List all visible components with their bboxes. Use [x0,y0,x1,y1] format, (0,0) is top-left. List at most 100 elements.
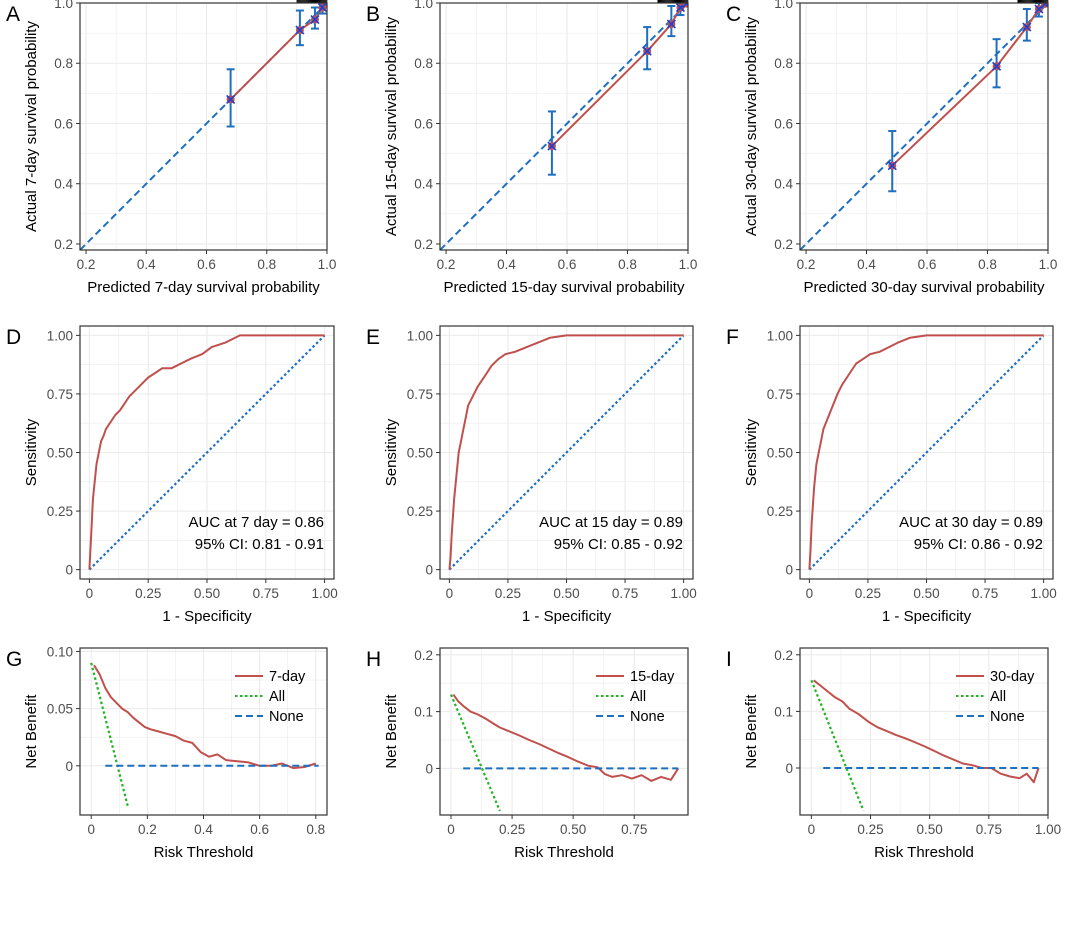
x-tick-label: 0.6 [558,257,577,272]
x-tick-label: 0.75 [612,586,638,601]
x-tick-label: 0 [87,822,95,837]
panel-letter: H [366,648,381,671]
x-tick-label: 0.8 [306,822,325,837]
x-tick-label: 0.75 [972,586,998,601]
x-tick-label: 0.4 [137,257,156,272]
series-reference [448,334,685,571]
y-tick-label: 0 [65,759,73,774]
plot-layer [80,3,327,250]
plot-layer [440,3,688,250]
x-tick-label: 0 [447,822,455,837]
y-tick-label: 0.25 [407,504,433,519]
observed-marker [666,19,676,29]
x-tick-label: 0.6 [197,257,216,272]
observed-marker [887,161,897,171]
y-tick-label: 0.1 [414,705,433,720]
observed-marker [320,3,327,9]
panel-letter: F [726,326,739,349]
y-tick-label: 0.50 [47,446,73,461]
auc-annotation: 95% CI: 0.81 - 0.91 [195,536,324,553]
series-15-day [452,694,680,782]
panel-letter: B [366,3,380,26]
auc-annotation: AUC at 30 day = 0.89 [899,514,1043,531]
y-tick-label: 0 [425,563,433,578]
observed-marker [681,3,688,9]
series-roc [808,334,1044,570]
observed-marker [1022,22,1032,32]
panel-h: H 0 0.25 0.50 0.75 0 0.1 0.2 Risk Threshold Net B… [366,647,689,861]
x-tick-label: 1.00 [670,586,696,601]
y-axis-title: Sensitivity [23,418,40,486]
plot-layer [449,694,680,812]
y-tick-label: 0.2 [414,237,433,252]
x-tick-label: 0.50 [913,586,939,601]
y-tick-label: 0.05 [47,702,73,717]
x-tick-label: 0.8 [978,257,997,272]
series-roc [88,334,325,570]
x-tick-label: 0.75 [621,822,647,837]
legend-label: 15-day [630,669,675,685]
y-axis-title: Net Benefit [743,694,760,769]
y-tick-label: 0.6 [774,116,793,131]
observed-marker [310,15,320,25]
panel-letter: G [6,648,22,671]
x-axis-title: Predicted 7-day survival probability [87,279,320,296]
legend-label: None [630,709,665,725]
x-tick-label: 0.75 [976,822,1002,837]
x-tick-label: 0.50 [553,586,579,601]
y-tick-label: 1.00 [767,328,793,343]
y-tick-label: 0.8 [774,56,793,71]
y-tick-label: 0 [785,761,793,776]
x-tick-label: 1.00 [1035,822,1061,837]
series-reference [808,334,1045,571]
x-axis-title: Risk Threshold [514,844,614,861]
x-tick-label: 0.50 [917,822,943,837]
y-tick-label: 0.25 [767,504,793,519]
y-tick-label: 0.25 [47,504,73,519]
x-tick-label: 0.2 [797,257,816,272]
x-tick-label: 1.00 [311,586,337,601]
y-axis-title: Sensitivity [383,418,400,486]
y-tick-label: 0.2 [414,648,433,663]
observed-marker [295,25,305,35]
x-axis-title: Risk Threshold [874,844,974,861]
x-tick-label: 0.6 [918,257,937,272]
rug-ticks [657,0,689,3]
plot-frame [799,2,1049,251]
y-tick-label: 1.00 [47,328,73,343]
panel-b: B 0.2 0.4 0.6 0.8 1.0 0.2 0.4 0.6 0.8 1.0 Predicted… [366,0,697,296]
panel-letter: E [366,326,380,349]
y-tick-label: 1.0 [414,0,433,11]
y-axis-title: Net Benefit [383,694,400,769]
y-tick-label: 0.1 [774,704,793,719]
y-axis-title: Actual 15-day survival probability [383,16,400,236]
y-tick-label: 0.50 [407,446,433,461]
panel-g: G 0 0.2 0.4 0.6 0.8 0 0.05 0.10 Risk Threshold Net… [6,644,328,861]
y-axis-title: Sensitivity [743,418,760,486]
panel-e: E 0 0.25 0.50 0.75 1.00 0 0.25 0.50 0.75 1.00 1 - S… [366,325,697,625]
panel-letter: D [6,326,21,349]
plot-layer [448,334,685,571]
x-tick-label: 0.25 [135,586,161,601]
gridlines [80,2,328,250]
auc-annotation: 95% CI: 0.85 - 0.92 [554,536,683,553]
series-all [810,679,865,811]
x-axis-title: Risk Threshold [154,844,254,861]
y-tick-label: 0.4 [774,177,793,192]
legend: 30-day All None [956,669,1035,725]
y-tick-label: 0 [425,761,433,776]
legend-label: None [269,709,304,725]
y-tick-label: 0.75 [407,387,433,402]
auc-annotation: 95% CI: 0.86 - 0.92 [914,536,1043,553]
series-reference [88,334,326,571]
x-tick-label: 0.2 [437,257,456,272]
panel-i: I 0 0.25 0.50 0.75 1.00 0 0.1 0.2 Risk Threshold N… [726,647,1061,861]
x-tick-label: 1.0 [1039,257,1058,272]
x-tick-label: 0.25 [499,822,525,837]
x-axis-title: 1 - Specificity [882,608,972,625]
x-tick-label: 0.8 [257,257,276,272]
y-tick-label: 1.00 [407,328,433,343]
y-tick-label: 0.2 [774,648,793,663]
observed-marker [642,46,652,56]
panel-c: C 0.2 0.4 0.6 0.8 1.0 0.2 0.4 0.6 0.8 1.0 Predicted… [726,0,1057,296]
